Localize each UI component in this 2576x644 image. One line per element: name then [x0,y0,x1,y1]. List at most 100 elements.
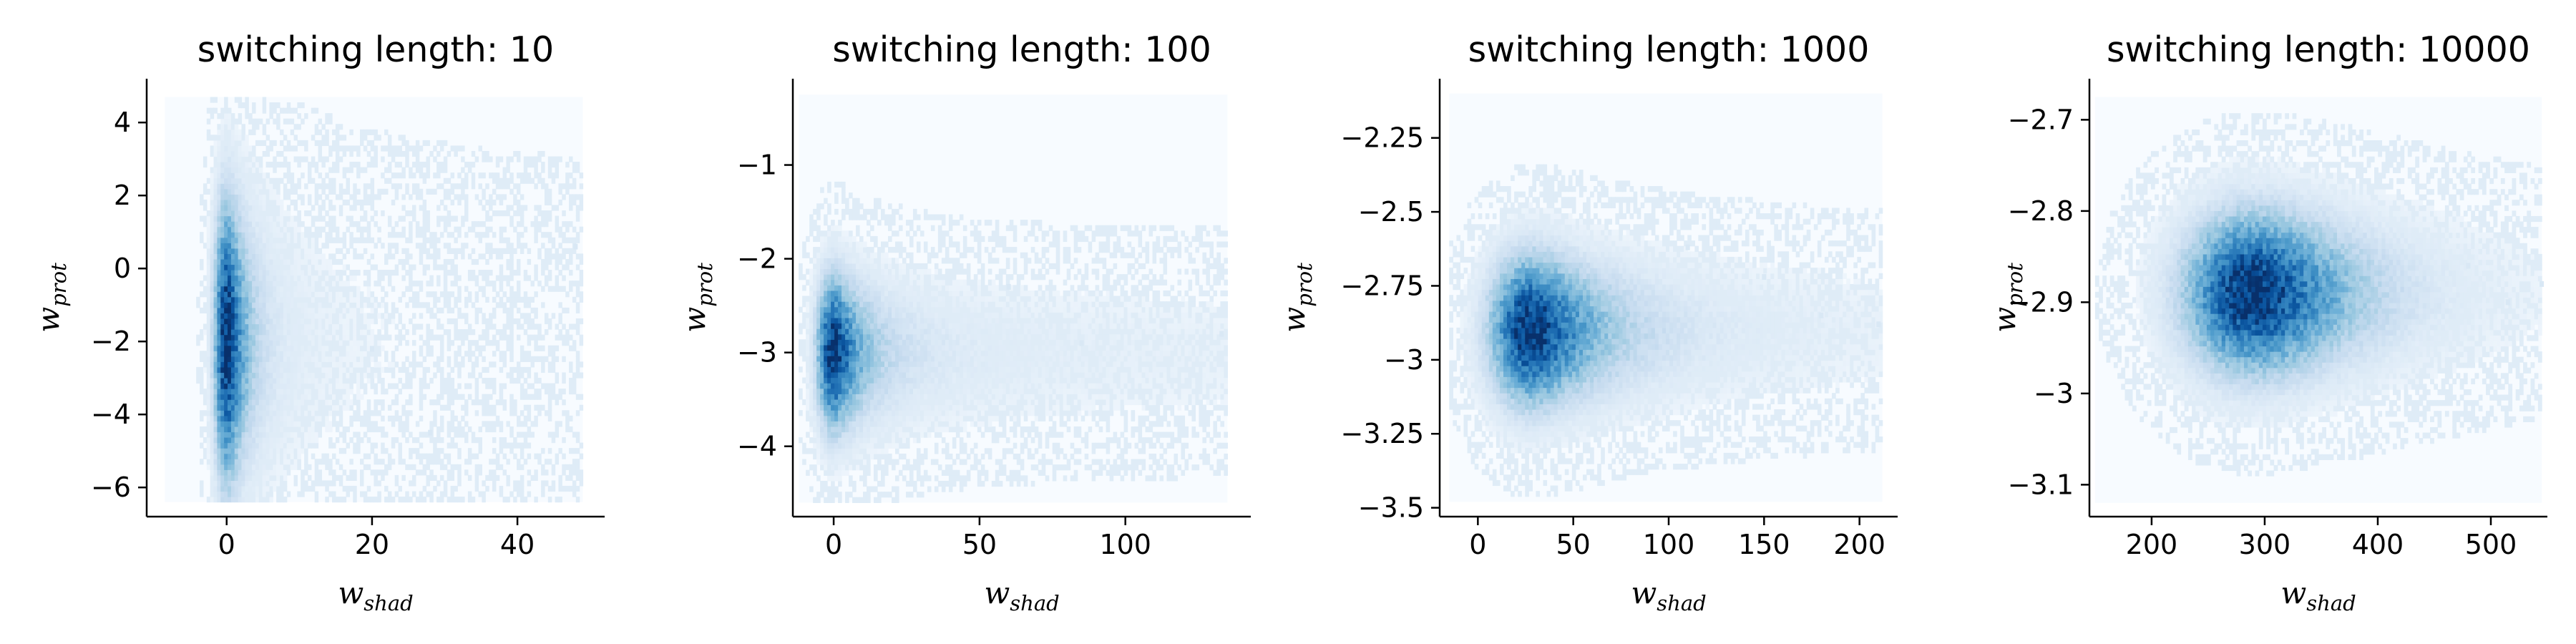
heatmap-cell [301,118,305,125]
heatmap-cell [502,351,507,357]
heatmap-cell [269,307,273,314]
heatmap-cell [273,194,277,200]
heatmap-cell [509,188,514,195]
heatmap-cell [813,339,817,346]
heatmap-cell [492,323,497,330]
heatmap-cell [579,280,584,287]
heatmap-cell [534,389,538,395]
heatmap-cell [523,302,528,308]
heatmap-cell [374,243,378,249]
heatmap-cell [353,491,357,497]
heatmap-cell [509,248,514,254]
heatmap-cell [370,329,375,336]
heatmap-cell [485,474,489,482]
heatmap-cell [499,356,504,362]
heatmap-cell [325,377,329,384]
heatmap-cell [297,296,301,303]
heatmap-cell [230,113,235,119]
heatmap-cell [258,156,263,162]
heatmap-cell [820,431,824,438]
heatmap-cell [228,113,232,119]
heatmap-cell [363,421,368,427]
heatmap-cell [220,167,225,173]
heatmap-cell [258,448,263,454]
heatmap-cell [489,361,493,368]
panel-1-ylabel: wprot [31,263,71,333]
heatmap-cell [824,497,828,503]
heatmap-cell [551,313,556,319]
heatmap-cell [381,345,385,351]
heatmap-cell [228,232,232,238]
heatmap-cell [224,162,228,168]
heatmap-cell [461,177,465,184]
heatmap-cell [530,474,535,482]
heatmap-cell [238,323,243,330]
heatmap-cell [502,399,507,406]
heatmap-cell [482,334,486,341]
heatmap-cell [276,389,280,395]
heatmap-cell [544,221,549,228]
heatmap-cell [467,351,472,357]
heatmap-cell [224,129,228,135]
heatmap-cell [304,232,308,238]
heatmap-cell [426,340,430,346]
heatmap-cell [499,177,504,184]
heatmap-cell [217,497,221,503]
heatmap-cell [200,215,204,222]
heatmap-cell [353,442,357,449]
heatmap-cell [297,140,301,147]
heatmap-cell [415,302,420,308]
heatmap-cell [245,199,249,206]
heatmap-cell [831,475,835,482]
heatmap-cell [335,226,340,233]
heatmap-cell [269,480,273,487]
heatmap-cell [502,329,507,336]
heatmap-cell [304,156,308,162]
heatmap-cell [273,215,277,222]
heatmap-cell [228,415,232,421]
heatmap-cell [547,459,552,465]
heatmap-cell [262,243,267,249]
heatmap-cell [454,334,458,341]
heatmap-cell [228,389,232,395]
heatmap-cell [450,485,455,492]
heatmap-cell [813,426,817,433]
heatmap-cell [366,226,371,233]
heatmap-cell [353,275,357,281]
heatmap-cell [349,459,353,465]
heatmap-cell [359,421,364,427]
heatmap-cell [286,291,291,298]
heatmap-cell [353,145,357,152]
heatmap-cell [426,167,430,173]
heatmap-cell [513,248,517,254]
heatmap-cell [328,437,333,444]
heatmap-cell [234,366,239,374]
heatmap-cell [547,404,552,411]
heatmap-cell [377,135,381,141]
heatmap-cell [353,431,357,438]
heatmap-cell [258,226,263,233]
heatmap-cell [286,253,291,260]
heatmap-cell [307,264,312,270]
heatmap-cell [252,205,256,211]
heatmap-cell [370,383,375,389]
heatmap-cell [262,366,267,374]
heatmap-cell [816,279,821,286]
heatmap-cell [342,323,347,330]
heatmap-cell [332,302,336,308]
heatmap-cell [265,394,270,400]
heatmap-cell [558,232,562,238]
heatmap-cell [318,275,323,281]
heatmap-cell [241,183,245,190]
heatmap-cell [478,442,482,449]
heatmap-cell [426,237,430,243]
heatmap-cell [200,431,204,438]
heatmap-cell [366,150,371,157]
heatmap-cell [366,404,371,411]
heatmap-cell [482,329,486,336]
heatmap-cell [824,361,828,367]
heatmap-cell [405,377,409,384]
heatmap-cell [366,194,371,200]
heatmap-cell [230,194,235,200]
heatmap-cell [307,334,312,341]
